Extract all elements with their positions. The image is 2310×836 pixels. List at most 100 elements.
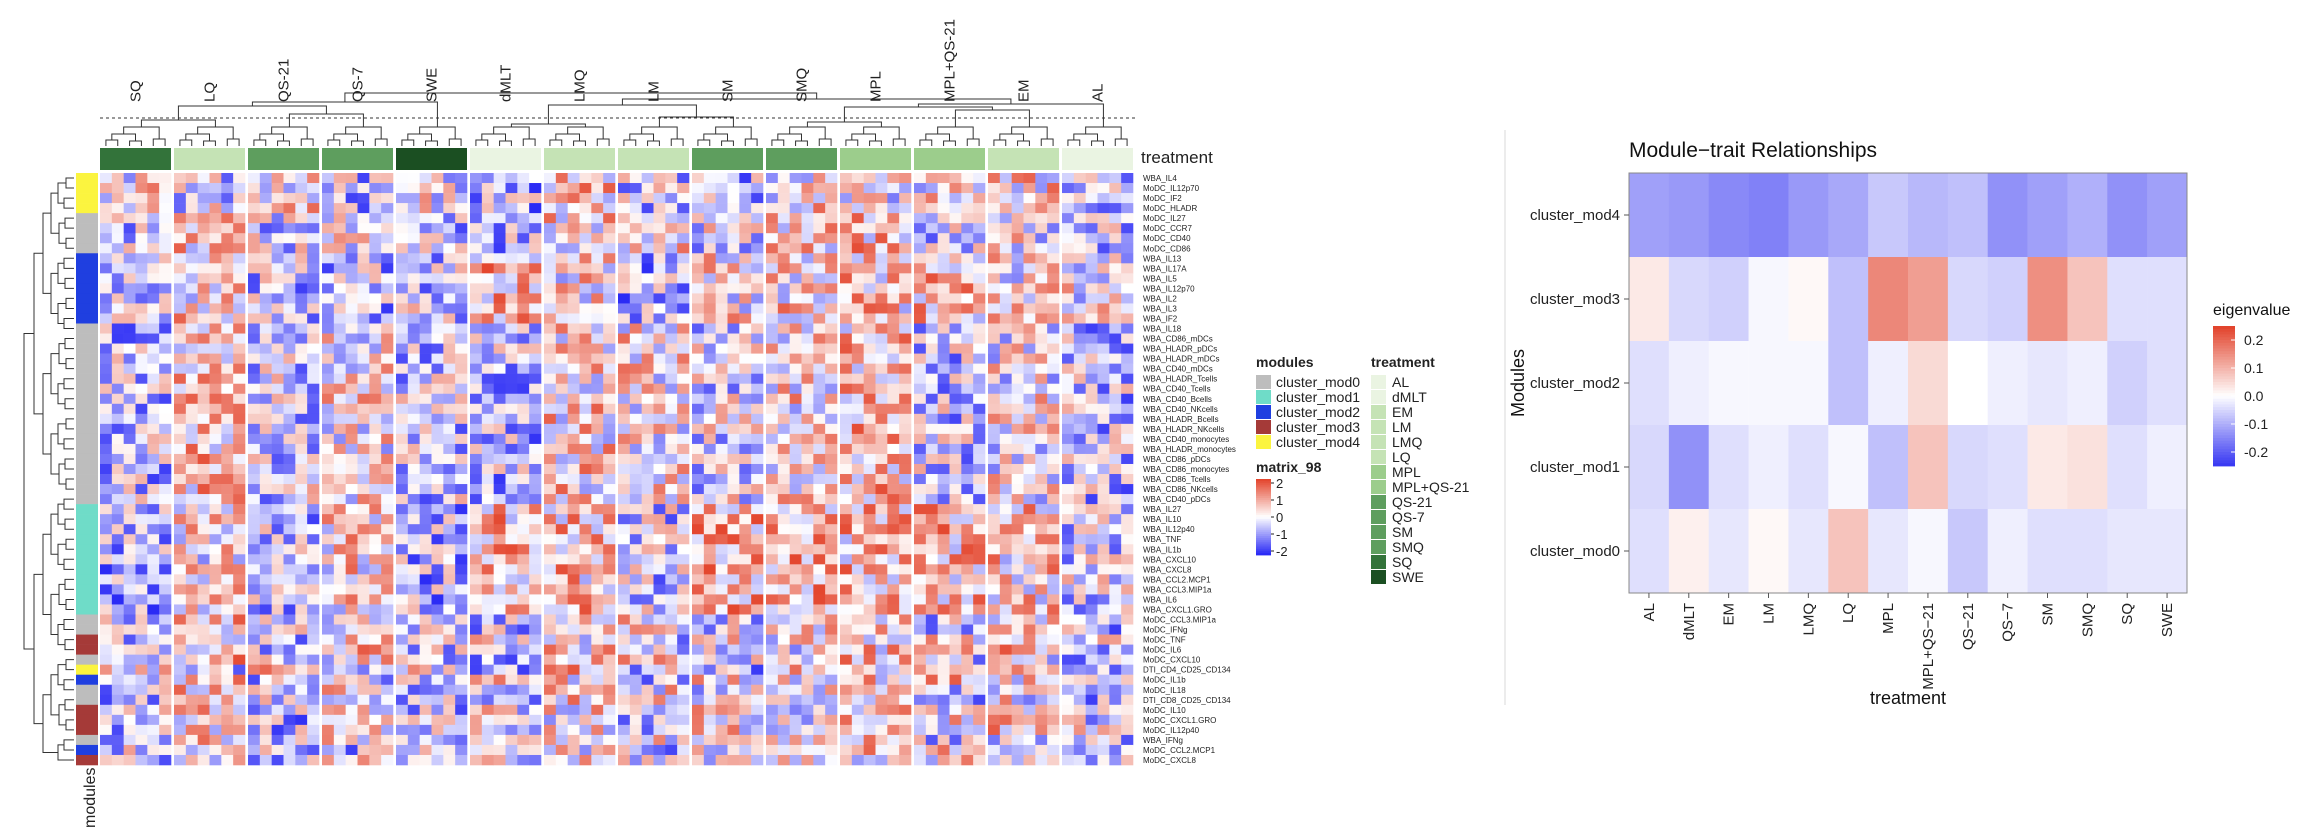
heatmap-cell xyxy=(567,423,580,435)
heatmap-cell xyxy=(692,514,705,525)
heatmap-cell xyxy=(665,544,678,555)
heatmap-cell xyxy=(579,634,592,645)
heatmap-cell xyxy=(653,684,666,696)
heatmap-cell xyxy=(470,463,483,475)
heatmap-cell xyxy=(641,564,654,575)
heatmap-cell xyxy=(665,243,678,254)
heatmap-cell xyxy=(209,524,222,535)
heatmap-cell xyxy=(111,293,124,304)
heatmap-cell xyxy=(307,544,320,555)
heatmap-cell xyxy=(739,463,752,475)
heatmap-cell xyxy=(322,504,335,515)
heatmap-cell xyxy=(1121,674,1134,686)
heatmap-cell xyxy=(1085,223,1098,234)
heatmap-cell xyxy=(322,393,335,405)
heatmap-cell xyxy=(863,373,876,385)
heatmap-cell xyxy=(1085,694,1098,706)
heatmap-cell xyxy=(407,584,420,595)
heatmap-cell xyxy=(209,223,222,234)
heatmap-cell xyxy=(259,734,272,746)
heatmap-cell xyxy=(248,714,261,726)
heatmap-cell xyxy=(739,534,752,545)
heatmap-cell xyxy=(949,183,962,194)
heatmap-cell xyxy=(751,313,764,324)
heatmap-cell xyxy=(961,514,974,525)
heatmap-cell xyxy=(197,644,210,655)
heatmap-cell xyxy=(455,323,468,334)
heatmap-cell xyxy=(419,233,432,244)
heatmap-cell xyxy=(333,534,346,545)
heatmap-cell xyxy=(396,443,409,455)
heatmap-cell xyxy=(863,474,876,485)
heatmap-cell xyxy=(813,373,826,385)
heatmap-cell xyxy=(369,433,382,445)
dendrogram-branch xyxy=(64,578,74,590)
heatmap-cell xyxy=(715,714,728,726)
heatmap-cell xyxy=(925,333,938,344)
heatmap-cell xyxy=(653,724,666,736)
heatmap-cell xyxy=(381,303,394,314)
heatmap-cell xyxy=(692,594,705,605)
heatmap-cell xyxy=(1062,323,1075,334)
heatmap-cell xyxy=(751,564,764,575)
heatmap-cell xyxy=(825,534,838,545)
heatmap-cell xyxy=(887,534,900,545)
heatmap-cell xyxy=(544,584,557,595)
heatmap-cell xyxy=(1047,253,1060,264)
heatmap-cell xyxy=(396,363,409,374)
heatmap-cell xyxy=(123,323,136,334)
heatmap-cell xyxy=(703,634,716,645)
heatmap-cell xyxy=(221,233,234,244)
heatmap-cell xyxy=(851,343,864,354)
heatmap-cell xyxy=(1109,413,1122,425)
heatmap-cell xyxy=(899,443,912,455)
heatmap-cell xyxy=(517,243,530,254)
heatmap-cell xyxy=(665,704,678,716)
heatmap-cell xyxy=(295,193,308,204)
heatmap-cell xyxy=(470,554,483,565)
heatmap-cell xyxy=(369,634,382,645)
heatmap-cell xyxy=(653,634,666,645)
heatmap-cell xyxy=(233,443,246,455)
heatmap-cell xyxy=(369,734,382,746)
heatmap-cell xyxy=(544,524,557,535)
heatmap-cell xyxy=(209,504,222,515)
heatmap-cell xyxy=(875,173,888,184)
dendrogram-branch xyxy=(993,139,1007,146)
heatmap-cell xyxy=(271,373,284,385)
heatmap-cell xyxy=(493,343,506,354)
heatmap-cell xyxy=(949,504,962,515)
heatmap-cell xyxy=(1047,474,1060,485)
heatmap-cell xyxy=(641,293,654,304)
heatmap-cell xyxy=(899,514,912,525)
heatmap-cell xyxy=(1062,604,1075,615)
heatmap-cell xyxy=(517,433,530,445)
heatmap-cell xyxy=(493,423,506,435)
heatmap-cell xyxy=(875,494,888,505)
heatmap-cell xyxy=(641,373,654,385)
heatmap-cell xyxy=(147,664,160,675)
heatmap-cell xyxy=(221,463,234,475)
heatmap-cell xyxy=(185,554,198,565)
heatmap-cell xyxy=(591,664,604,675)
heatmap-cell xyxy=(369,293,382,304)
heatmap-cell xyxy=(937,423,950,435)
dendrogram-branch xyxy=(344,92,818,102)
heatmap-cell xyxy=(677,313,690,324)
heatmap-cell xyxy=(345,474,358,485)
heatmap-cell xyxy=(123,193,136,204)
heatmap-cell xyxy=(641,614,654,625)
heatmap-cell xyxy=(899,554,912,565)
heatmap-cell xyxy=(863,504,876,515)
heatmap-cell xyxy=(1121,203,1134,214)
heatmap-cell xyxy=(455,504,468,515)
heatmap-cell xyxy=(875,353,888,364)
heatmap-cell xyxy=(618,614,631,625)
heatmap-cell xyxy=(591,654,604,665)
heatmap-cell xyxy=(322,273,335,284)
heatmap-cell xyxy=(283,453,296,465)
heatmap-cell xyxy=(914,644,927,655)
heatmap-cell xyxy=(727,413,740,425)
heatmap-cell xyxy=(396,453,409,465)
heatmap-cell xyxy=(221,684,234,696)
